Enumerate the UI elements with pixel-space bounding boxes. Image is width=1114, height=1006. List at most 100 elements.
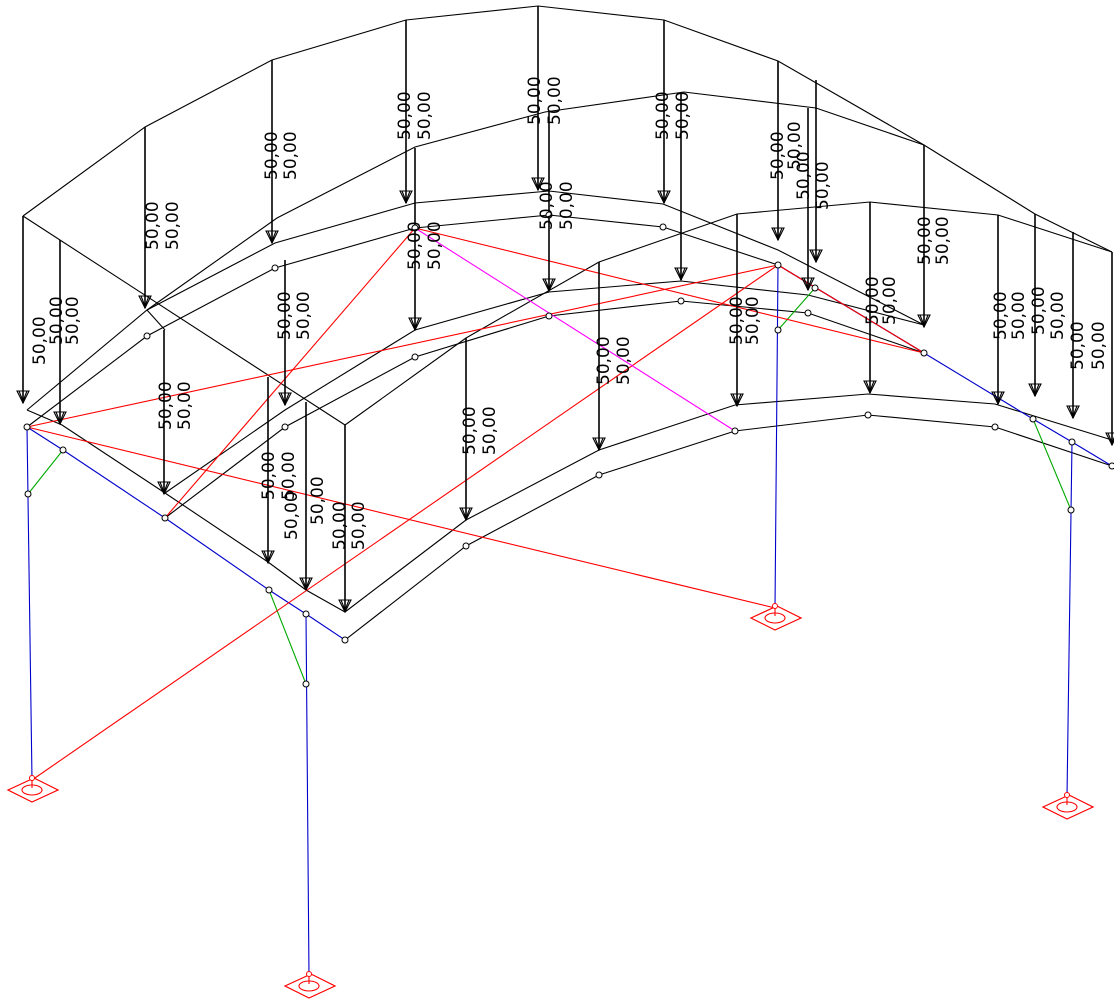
knee-brace [1032,418,1072,511]
node-circle-icon[interactable] [23,423,31,431]
knee-brace [777,287,816,331]
node-circle-icon[interactable] [864,411,872,419]
node-circle-icon[interactable] [920,349,928,357]
wall-brace [31,264,779,781]
node-circle-icon[interactable] [143,332,151,340]
node-circle-icon[interactable] [804,309,812,317]
load-label: 50,00 [1089,321,1109,370]
node-circle-icon[interactable] [1067,506,1075,514]
node-circle-icon[interactable] [811,284,819,292]
load-label: 50,00 [727,296,747,345]
frame-members [22,5,1113,978]
node-circle-icon[interactable] [411,353,419,361]
load-label: 50,00 [653,91,673,140]
load-label: 50,00 [163,201,183,250]
node-circle-icon[interactable] [545,312,553,320]
load-label: 50,00 [1068,321,1088,370]
load-arrow-icon [771,227,785,242]
load-label: 50,00 [743,296,763,345]
node-circle-icon[interactable] [24,490,32,498]
node-circle-icon[interactable] [545,211,553,219]
node-circle-icon[interactable] [161,514,169,522]
load-label: 50,00 [594,336,614,385]
load-label: 50,00 [813,161,833,210]
supports [6,603,1095,999]
node-circle-icon[interactable] [774,326,782,334]
load-label: 50,00 [156,381,176,430]
load-label: 50,00 [545,76,565,125]
pinned-support-icon[interactable] [1041,792,1095,820]
load-arrow-icon [809,249,823,264]
node-circle-icon[interactable] [1029,415,1037,423]
node-circle-icon[interactable] [1108,462,1114,470]
load-label: 50,00 [415,91,435,140]
load-label: 50,00 [281,131,301,180]
roof-edge-front [26,409,346,613]
load-arrow-icon [399,190,413,205]
load-label: 50,00 [425,221,445,270]
load-arrow-icon [278,392,292,407]
node-circle-icon[interactable] [341,636,349,644]
load-label: 50,00 [915,216,935,265]
load-arrow-icon [157,481,171,496]
pinned-support-icon[interactable] [749,603,803,631]
roof-brace [777,264,925,354]
load-label: 50,00 [1048,291,1068,340]
load-arrow-icon [1028,383,1042,398]
knee-brace [268,589,307,685]
load-label: 50,00 [1009,291,1029,340]
load-arrow-icon [265,230,279,245]
load-label: 50,00 [768,131,788,180]
node-circle-icon[interactable] [659,223,667,231]
node-circle-icon[interactable] [411,224,419,232]
load-envelope-edge [22,215,346,426]
node-circle-icon[interactable] [302,610,310,618]
roof-arch-rafter [26,190,925,411]
pinned-support-icon[interactable] [283,971,337,999]
roof-diagonal [414,227,736,432]
load-arrow-icon [53,411,67,426]
load-arrow-icon [730,393,744,408]
load-envelope-edge [146,309,166,331]
node-circle-icon[interactable] [59,446,67,454]
load-label: 50,00 [30,316,50,365]
node-circle-icon[interactable] [595,471,603,479]
node-circle-icon[interactable] [265,586,273,594]
column [774,264,779,609]
load-arrow-icon [917,314,931,329]
load-label: 50,00 [794,151,814,200]
load-arrow-icon [801,277,815,292]
load-label: 50,00 [785,121,805,170]
frame-nodes [23,211,1114,688]
knee-brace [27,449,64,495]
column [26,426,33,781]
node-circle-icon[interactable] [677,297,685,305]
load-label: 50,00 [863,276,883,325]
load-label: 50,00 [330,501,350,550]
node-circle-icon[interactable] [462,542,470,550]
load-label: 50,00 [480,406,500,455]
node-circle-icon[interactable] [281,423,289,431]
load-arrow-icon [338,599,352,614]
node-circle-icon[interactable] [271,264,279,272]
node-circle-icon[interactable] [302,680,310,688]
roof-brace [414,227,925,354]
node-circle-icon[interactable] [731,427,739,435]
pinned-support-icon[interactable] [6,775,60,803]
load-label: 50,00 [259,451,279,500]
load-label: 50,00 [47,296,67,345]
node-circle-icon[interactable] [1068,438,1076,446]
load-label: 50,00 [537,181,557,230]
load-label: 50,00 [63,296,83,345]
load-arrow-icon [16,390,30,405]
load-arrow-icon [592,437,606,452]
load-arrow-icon [299,577,313,592]
roof-brace [164,227,416,519]
load-label: 50,00 [991,291,1011,340]
node-circle-icon[interactable] [991,423,999,431]
load-label: 50,00 [460,406,480,455]
node-circle-icon[interactable] [774,261,782,269]
load-label: 50,00 [614,336,634,385]
load-label: 50,00 [933,216,953,265]
